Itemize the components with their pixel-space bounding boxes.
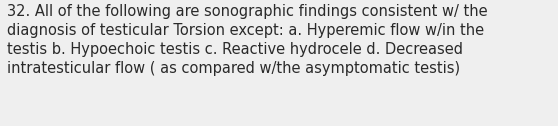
Text: 32. All of the following are sonographic findings consistent w/ the
diagnosis of: 32. All of the following are sonographic… xyxy=(7,4,487,76)
